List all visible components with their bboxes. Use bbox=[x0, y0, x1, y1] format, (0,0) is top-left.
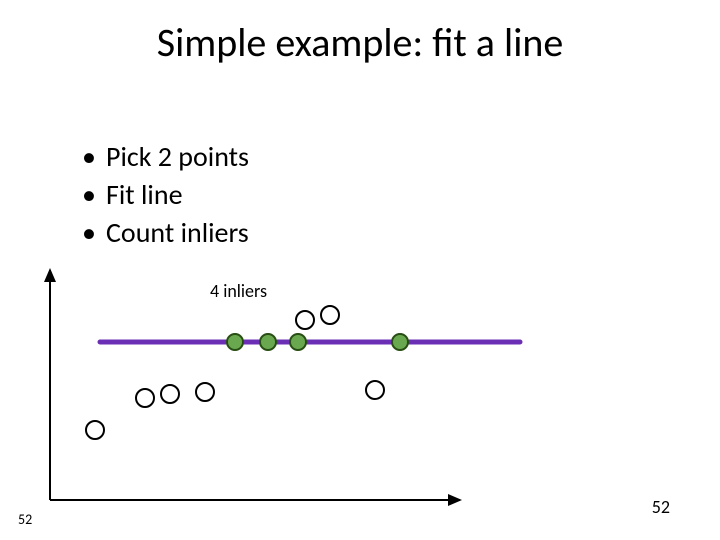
bullet-list: Pick 2 points Fit line Count inliers bbox=[42, 138, 249, 251]
bullet-item: Pick 2 points bbox=[82, 138, 249, 176]
inlier-count-label: 4 inliers bbox=[210, 280, 267, 302]
chart-area: 4 inliers bbox=[30, 260, 670, 520]
bullet-item: Fit line bbox=[82, 176, 249, 214]
bullet-item: Count inliers bbox=[82, 214, 249, 252]
chart-svg bbox=[30, 260, 670, 520]
outlier-point bbox=[366, 381, 384, 399]
outlier-point bbox=[86, 421, 104, 439]
page-number-small: 52 bbox=[18, 511, 32, 528]
outlier-point bbox=[196, 383, 214, 401]
inlier-point bbox=[290, 334, 306, 350]
outlier-point bbox=[296, 311, 314, 329]
inlier-point bbox=[227, 334, 243, 350]
outlier-point bbox=[136, 389, 154, 407]
page-number: 52 bbox=[652, 496, 670, 518]
slide: Simple example: fit a line Pick 2 points… bbox=[0, 0, 720, 540]
outlier-point bbox=[161, 385, 179, 403]
slide-title: Simple example: fit a line bbox=[0, 18, 720, 67]
inlier-point bbox=[260, 334, 276, 350]
outlier-point bbox=[321, 306, 339, 324]
inlier-point bbox=[392, 334, 408, 350]
